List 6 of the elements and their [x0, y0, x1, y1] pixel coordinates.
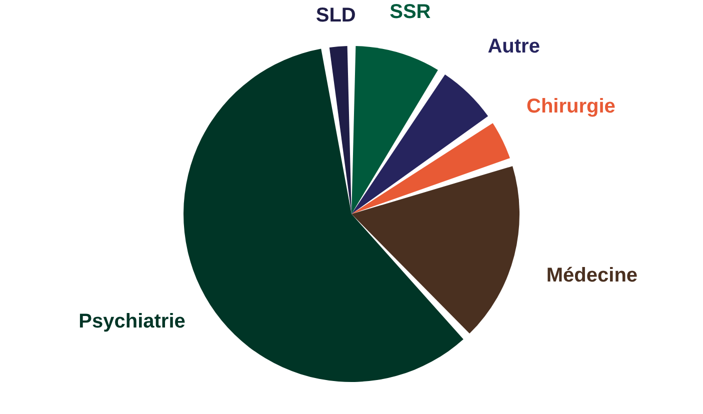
slice-label: Chirurgie — [526, 95, 616, 118]
slice-label: Médecine — [546, 264, 638, 287]
slice-label: SLD — [316, 4, 356, 26]
slice-label: Autre — [488, 35, 540, 58]
slice-label: Psychiatrie — [78, 310, 186, 333]
slice-label: SSR — [390, 1, 432, 24]
